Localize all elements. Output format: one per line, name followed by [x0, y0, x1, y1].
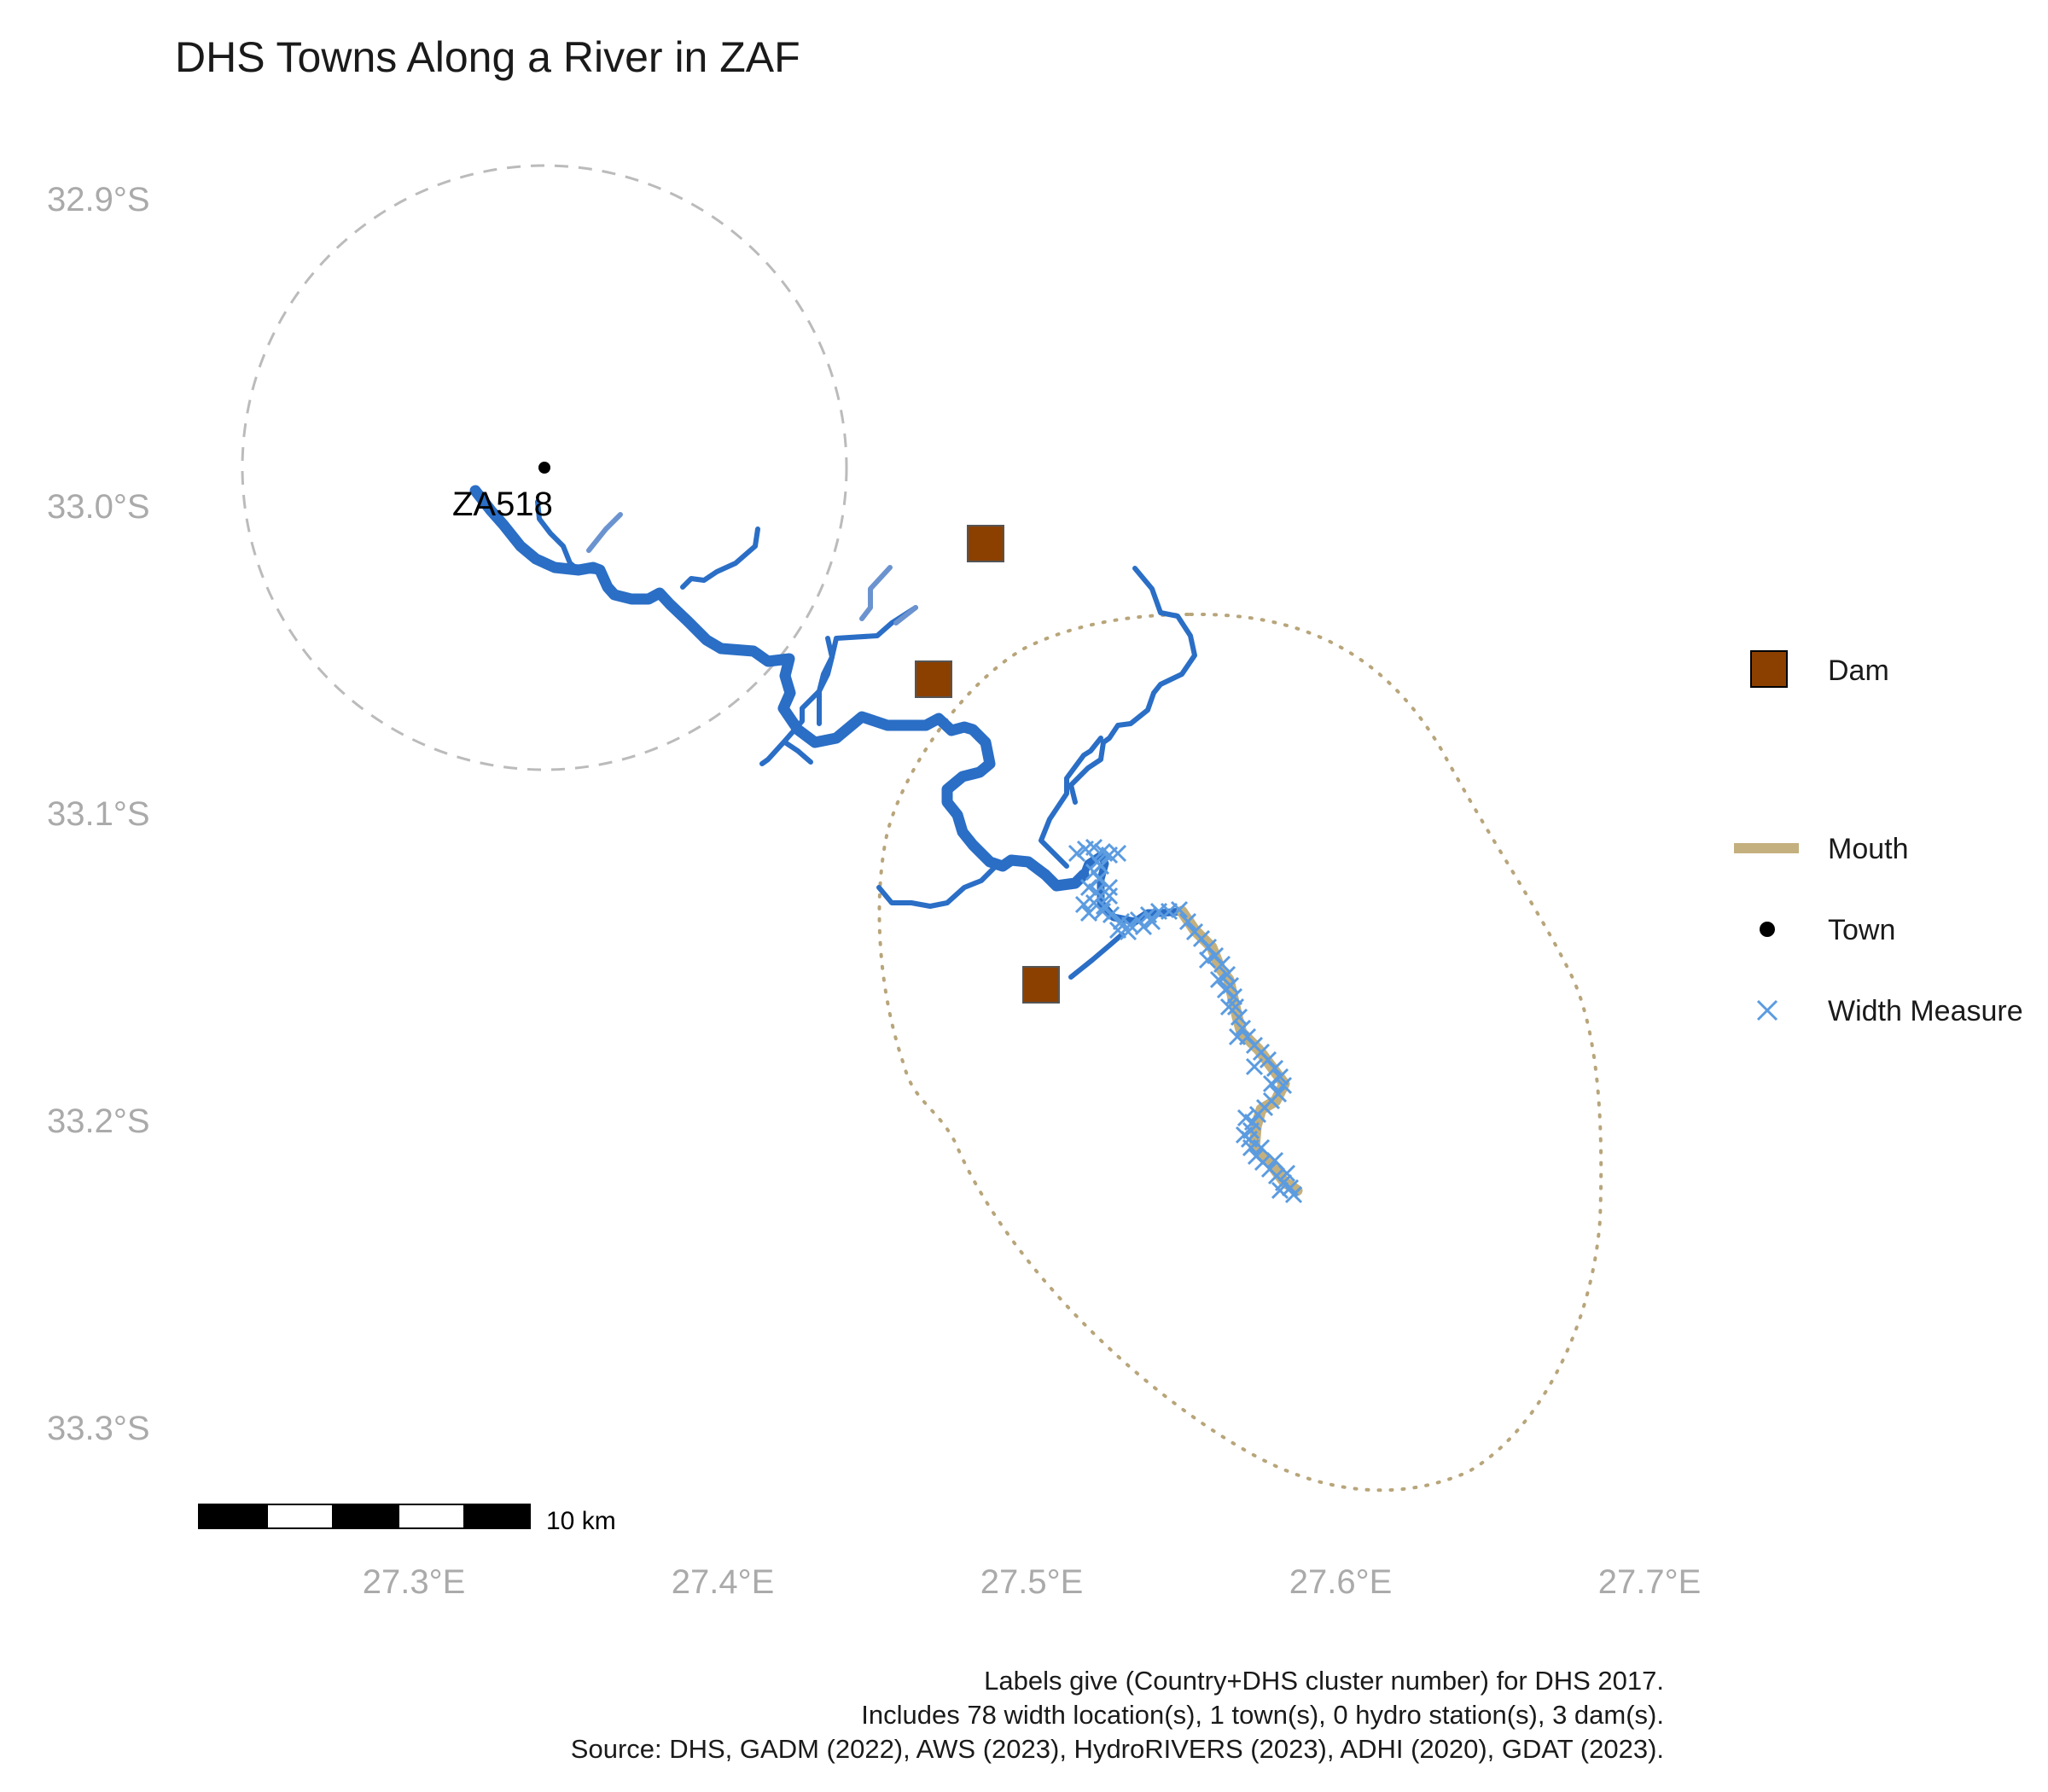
town-point [538, 462, 550, 474]
lat-tick-label: 33.0°S [47, 488, 150, 526]
width-measure-marker [1216, 980, 1235, 999]
lat-tick-label: 33.3°S [47, 1410, 150, 1447]
dam-marker [967, 525, 1004, 562]
caption: Labels give (Country+DHS cluster number)… [571, 1666, 1664, 1764]
legend-mouth-label: Mouth [1828, 833, 1909, 865]
tributary-line [1068, 566, 1197, 805]
dam-marker [1022, 966, 1060, 1004]
lat-tick-label: 32.9°S [47, 181, 150, 218]
width-measure-marker [1079, 878, 1098, 897]
scale-bar-label: 10 km [546, 1507, 616, 1535]
width-measure-marker [1265, 1059, 1284, 1078]
legend-width-measure-label: Width Measure [1828, 995, 2023, 1027]
width-measure-marker [1265, 1151, 1284, 1170]
scale-bar-segment [198, 1504, 268, 1529]
caption-line: Source: DHS, GADM (2022), AWS (2023), Hy… [571, 1734, 1664, 1764]
tributary-line [1068, 932, 1125, 980]
tributary-line [817, 605, 918, 726]
mouth-buffer-outline [877, 612, 1603, 1492]
town-label: ZA518 [452, 486, 553, 523]
width-measure-marker [1068, 844, 1086, 863]
river-tributaries-light [586, 512, 918, 625]
lat-tick-label: 33.1°S [47, 795, 150, 833]
map-title: DHS Towns Along a River in ZAF [175, 33, 800, 81]
legend-dam-key [1750, 650, 1788, 688]
width-measure-markers [1068, 838, 1303, 1204]
lon-tick-labels: 27.3°E 27.4°E 27.5°E 27.6°E 27.7°E [363, 1563, 1702, 1601]
lon-tick-label: 27.5°E [980, 1563, 1084, 1601]
width-measure-marker [1262, 1074, 1281, 1093]
width-measure-marker [1095, 897, 1114, 916]
width-measure-marker [1284, 1185, 1303, 1204]
width-measure-marker [1236, 1108, 1255, 1127]
width-measure-marker [1245, 1057, 1264, 1076]
tributary-line-light [859, 565, 893, 621]
tributary-line [876, 859, 1014, 909]
width-measure-marker [1108, 844, 1127, 863]
tributary-line [1039, 736, 1103, 869]
scale-bar-segment [463, 1504, 531, 1529]
dams-layer [915, 525, 1060, 1004]
legend-width-measure-key [1756, 999, 1778, 1021]
width-measure-marker [1178, 912, 1197, 931]
dam-marker [915, 660, 952, 698]
width-measure-marker [1252, 1138, 1271, 1157]
legend: Dam Mouth Town Width Measure [1734, 650, 2023, 1027]
width-measure-marker [1088, 852, 1107, 871]
width-measure-marker [1209, 970, 1228, 989]
town-buffer-circle [241, 164, 848, 771]
caption-line: Includes 78 width location(s), 1 town(s)… [861, 1700, 1664, 1730]
width-measure-marker [1226, 998, 1245, 1016]
scale-bar-segment [332, 1504, 399, 1529]
width-measure-marker [1235, 1126, 1254, 1144]
caption-line: Labels give (Country+DHS cluster number)… [984, 1666, 1664, 1696]
width-measure-marker [1198, 951, 1217, 969]
main-river-channel [469, 485, 1090, 892]
lon-tick-label: 27.3°E [363, 1563, 466, 1601]
width-measure-marker [1213, 955, 1231, 974]
width-measure-marker [1079, 904, 1098, 922]
width-measure-marker [1100, 878, 1119, 897]
width-measure-marker [1134, 917, 1153, 936]
width-measure-marker [1271, 1181, 1289, 1200]
width-measure-marker [1219, 998, 1238, 1016]
legend-town-label: Town [1828, 914, 1895, 946]
width-measure-marker [1143, 912, 1161, 931]
lat-tick-label: 33.2°S [47, 1103, 150, 1140]
scale-bar-segment [398, 1504, 465, 1529]
river-tributaries [535, 499, 1197, 980]
lon-tick-label: 27.7°E [1598, 1563, 1702, 1601]
width-measure-marker [1085, 863, 1103, 881]
legend-dam-label: Dam [1828, 655, 1889, 687]
width-measure-marker [1228, 1027, 1247, 1046]
width-measure-marker [1074, 895, 1093, 914]
tributary-line [783, 740, 813, 765]
lon-tick-label: 27.4°E [672, 1563, 775, 1601]
lon-tick-label: 27.6°E [1289, 1563, 1393, 1601]
width-measure-marker [1170, 900, 1189, 919]
width-measure-marker [1119, 922, 1137, 941]
tributary-line-light [893, 605, 918, 625]
width-measure-marker [1085, 838, 1103, 857]
width-measure-marker [1233, 1019, 1252, 1038]
tributary-line-light [586, 512, 623, 553]
lat-tick-labels: 32.9°S 33.0°S 33.1°S 33.2°S 33.3°S [47, 181, 150, 1447]
width-measure-marker [1218, 965, 1236, 984]
legend-town-key [1760, 922, 1775, 937]
scale-bar-segment [266, 1504, 334, 1529]
tributary-line [680, 527, 760, 590]
scale-bar: 10 km [198, 1504, 616, 1535]
